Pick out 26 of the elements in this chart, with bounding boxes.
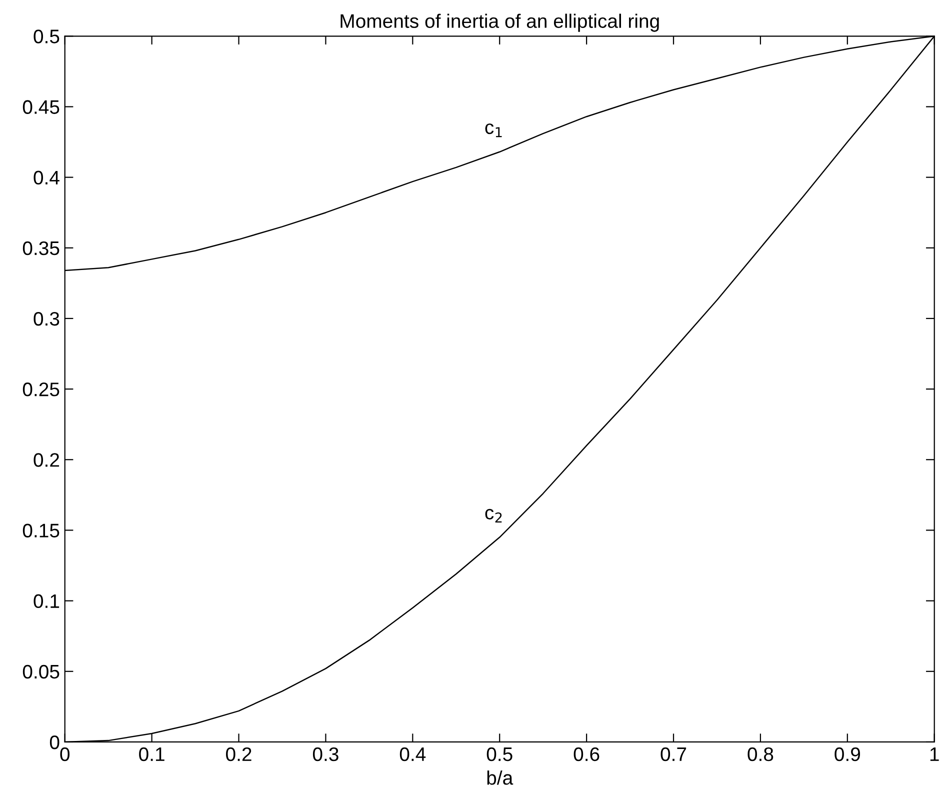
x-tick-label: 0.8 bbox=[748, 747, 774, 762]
x-tick-label: 0 bbox=[60, 747, 70, 762]
y-tick-label: 0.2 bbox=[34, 453, 60, 467]
series-label: c$_{2}$ bbox=[485, 508, 502, 523]
x-tick-label: 0.9 bbox=[834, 747, 860, 762]
y-tick-label: 0.45 bbox=[22, 100, 60, 114]
y-tick-label: 0.1 bbox=[34, 594, 60, 608]
x-tick-label: 0.7 bbox=[660, 747, 686, 762]
y-tick-label: 0.5 bbox=[34, 30, 60, 44]
x-tick-label: 0.1 bbox=[139, 747, 164, 762]
x-tick-label: 0.3 bbox=[312, 747, 338, 762]
y-tick-label: 0.05 bbox=[22, 664, 60, 679]
x-tick-label: 0.4 bbox=[400, 747, 426, 762]
x-tick-label: 0.6 bbox=[574, 747, 600, 762]
series-label: c$_{1}$ bbox=[485, 123, 502, 138]
chart-title: Moments of inertia of an elliptical ring bbox=[340, 14, 659, 32]
y-tick-label: 0.3 bbox=[34, 312, 60, 326]
y-tick-label: 0.4 bbox=[34, 170, 60, 185]
y-tick-label: 0.25 bbox=[22, 382, 60, 396]
y-tick-label: 0.15 bbox=[22, 524, 60, 538]
x-tick-label: 0.5 bbox=[486, 747, 512, 762]
x-tick-label: 1 bbox=[930, 748, 939, 761]
x-axis-title: b/a bbox=[487, 770, 514, 785]
x-tick-label: 0.2 bbox=[226, 747, 252, 762]
y-tick-label: 0.35 bbox=[22, 241, 60, 256]
y-tick-label: 0 bbox=[50, 735, 60, 750]
